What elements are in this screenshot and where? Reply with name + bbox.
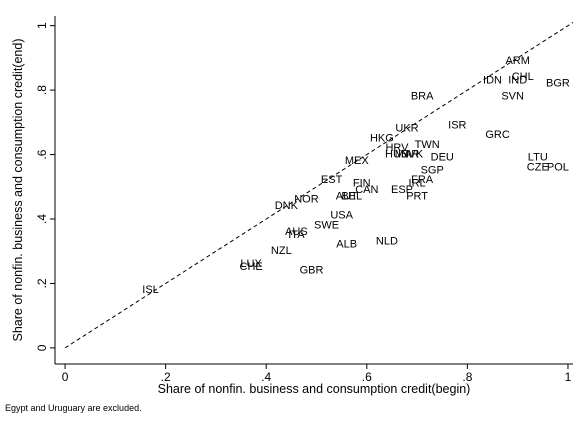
point-label: AUT <box>336 190 358 202</box>
x-tick-label: .6 <box>362 370 372 384</box>
point-label: BEL <box>341 190 362 202</box>
point-label: IDN <box>483 74 502 86</box>
point-label: SGP <box>421 165 444 177</box>
point-label: IND <box>508 74 527 86</box>
point-label: NOR <box>294 194 319 206</box>
point-label: SWE <box>314 219 339 231</box>
point-label: UKR <box>395 123 418 135</box>
point-label: ARM <box>505 55 529 67</box>
point-label: NLD <box>376 235 398 247</box>
y-axis-label: Share of nonfin. business and consumptio… <box>11 39 25 342</box>
point-label: MAR <box>395 148 420 160</box>
point-label: IRL <box>409 177 426 189</box>
x-tick-label: .4 <box>261 370 271 384</box>
point-label: DNK <box>275 200 299 212</box>
point-label: CZE <box>527 161 549 173</box>
point-label: EST <box>321 174 343 186</box>
point-label: CAN <box>355 184 378 196</box>
point-label: LTU <box>528 152 548 164</box>
point-label: CHL <box>512 71 534 83</box>
x-tick-label: 1 <box>565 370 572 384</box>
x-tick-label: .8 <box>462 370 472 384</box>
point-label: HUN <box>385 148 409 160</box>
y-tick-label: .2 <box>35 278 49 288</box>
x-axis-label: Share of nonfin. business and consumptio… <box>158 382 471 396</box>
point-label: ITA <box>288 229 305 241</box>
point-label: ALB <box>336 239 357 251</box>
point-label: LUX <box>240 258 262 270</box>
note: Egypt and Uruguary are excluded. <box>5 403 142 413</box>
point-label: DEU <box>431 152 454 164</box>
point-label: GBR <box>300 264 324 276</box>
y-tick-label: .4 <box>35 214 49 224</box>
point-label: CHE <box>240 261 263 273</box>
point-label: ISR <box>448 119 466 131</box>
point-label: TWN <box>415 139 440 151</box>
x-tick-label: 0 <box>62 370 69 384</box>
point-label: PRT <box>406 190 428 202</box>
point-label: ISL <box>142 284 159 296</box>
point-label: HKG <box>370 132 394 144</box>
point-label: BGR <box>546 78 570 90</box>
point-label: SVN <box>501 90 524 102</box>
point-label: MEX <box>345 155 370 167</box>
y-tick-label: .8 <box>35 85 49 95</box>
diagonal-line <box>64 22 574 349</box>
y-tick-label: 0 <box>35 344 49 351</box>
y-tick-label: .6 <box>35 149 49 159</box>
point-label: POL <box>547 161 569 173</box>
point-label: USA <box>330 210 353 222</box>
point-label: ESP <box>391 184 413 196</box>
point-label: SVK <box>401 148 424 160</box>
y-tick-label: 1 <box>35 22 49 29</box>
point-label: AUS <box>285 226 308 238</box>
point-label: NZL <box>271 245 292 257</box>
point-label: FIN <box>353 177 371 189</box>
x-tick-label: .2 <box>161 370 171 384</box>
point-label: GRC <box>485 129 510 141</box>
point-label: BRA <box>411 90 434 102</box>
point-label: HRV <box>385 142 409 154</box>
point-label: FRA <box>411 174 434 186</box>
